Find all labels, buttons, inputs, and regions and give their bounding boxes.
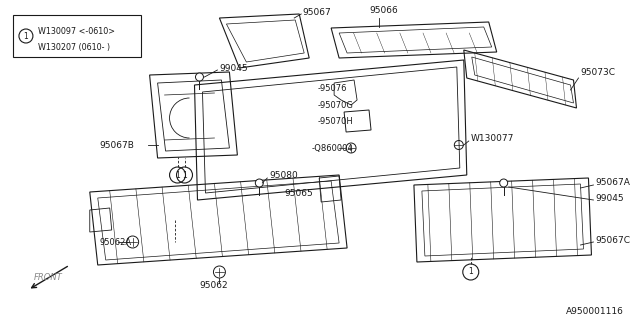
Text: 99045: 99045 [595, 194, 624, 203]
Text: -95076: -95076 [317, 84, 347, 92]
Text: 1: 1 [468, 268, 473, 276]
Text: 95067B: 95067B [100, 140, 134, 149]
Text: 95065: 95065 [284, 188, 313, 197]
Text: 1: 1 [175, 171, 180, 180]
Text: 95062A: 95062A [100, 237, 132, 246]
Text: 95067: 95067 [302, 7, 331, 17]
Text: W130077: W130077 [471, 133, 514, 142]
Text: 95062: 95062 [200, 281, 228, 290]
Text: -Q860004: -Q860004 [311, 143, 353, 153]
Circle shape [255, 179, 263, 187]
Text: 1: 1 [182, 171, 187, 180]
Text: 95067A: 95067A [595, 178, 630, 187]
Text: -95070H: -95070H [317, 116, 353, 125]
Circle shape [195, 73, 204, 81]
Text: FRONT: FRONT [33, 274, 62, 283]
Text: 1: 1 [24, 31, 28, 41]
Polygon shape [344, 110, 371, 132]
Text: -95070G: -95070G [317, 100, 353, 109]
Text: W130097 <-0610>: W130097 <-0610> [38, 27, 115, 36]
FancyBboxPatch shape [13, 15, 141, 57]
Text: 95066: 95066 [369, 5, 398, 14]
Text: 99045: 99045 [220, 63, 248, 73]
Text: W130207 (0610- ): W130207 (0610- ) [38, 43, 110, 52]
Text: 95080: 95080 [269, 171, 298, 180]
Text: 95073C: 95073C [580, 68, 616, 76]
Text: A950001116: A950001116 [566, 308, 623, 316]
Circle shape [500, 179, 508, 187]
Text: 95067C: 95067C [595, 236, 630, 244]
